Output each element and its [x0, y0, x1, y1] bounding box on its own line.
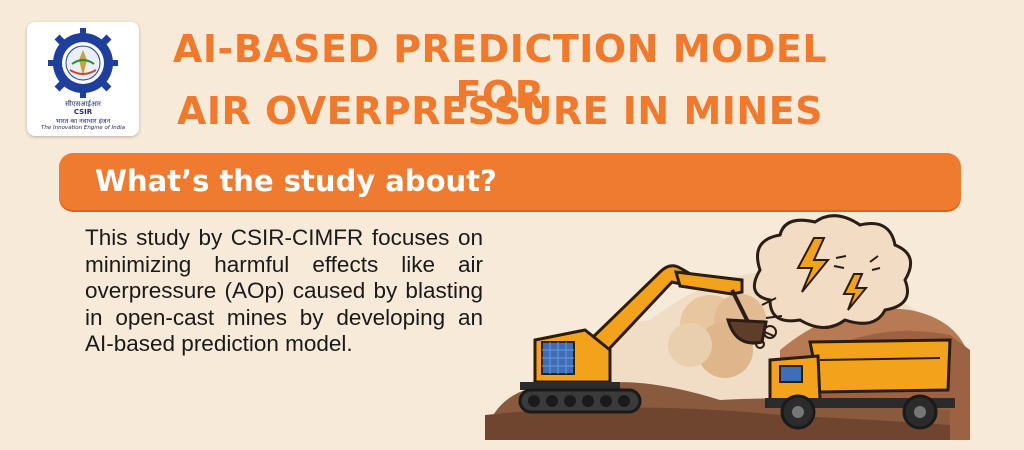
page-title-line-1: AI-BASED PREDICTION MODEL FOR: [172, 27, 828, 117]
logo-tagline-english: The Innovation Engine of India: [41, 125, 125, 131]
gear-emblem-icon: [48, 28, 118, 98]
logo-hindi-name: सीएसआईआर: [65, 100, 101, 108]
mining-illustration: [485, 214, 970, 440]
lightning-icon: [796, 237, 869, 311]
logo-org-name: CSIR: [73, 108, 93, 116]
blast-dust-cloud: [668, 294, 766, 378]
section-heading: What’s the study about?: [95, 164, 497, 198]
dump-truck-icon: [765, 338, 955, 430]
section-banner: What’s the study about?: [59, 153, 961, 210]
logo-tagline-hindi: भारत का नवाचार इंजन: [55, 117, 111, 125]
page-title-line-2: AIR OVERPRESSURE IN MINES: [176, 89, 824, 133]
csir-logo: सीएसआईआर CSIR भारत का नवाचार इंजन The In…: [27, 22, 139, 136]
study-description: This study by CSIR-CIMFR focuses on mini…: [85, 225, 483, 357]
excavator-icon: [518, 264, 768, 414]
dust-cloud-icon: [752, 214, 913, 329]
